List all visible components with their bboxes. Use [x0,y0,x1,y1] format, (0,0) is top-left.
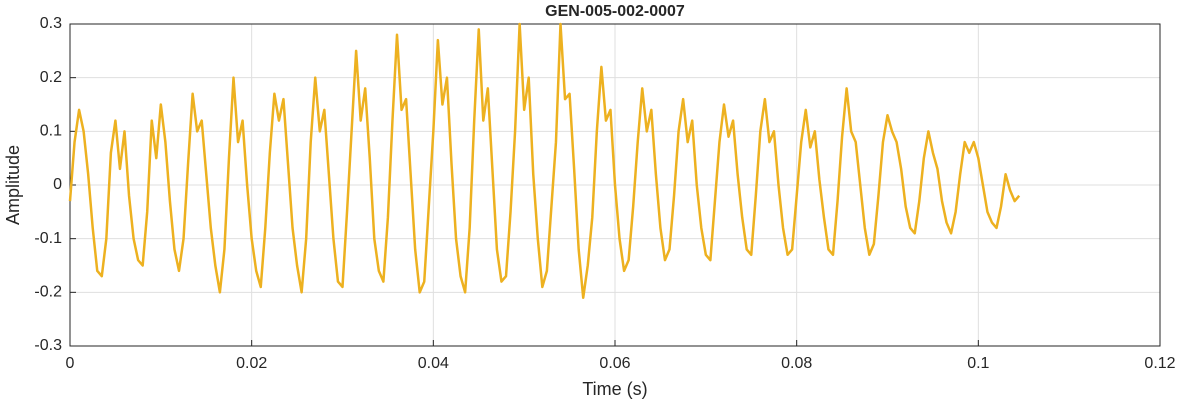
y-tick-label: 0.1 [40,123,62,140]
x-tick-label: 0.1 [967,355,989,372]
y-tick-label: -0.2 [34,284,62,301]
x-tick-label: 0.06 [599,355,630,372]
y-tick-label: 0.3 [40,15,62,32]
y-tick-label: -0.1 [34,230,62,247]
x-tick-label: 0.12 [1144,355,1175,372]
x-tick-label: 0.04 [418,355,449,372]
y-tick-label: 0.2 [40,69,62,86]
line-series [68,22,1021,299]
x-tick-label: 0 [66,355,75,372]
y-tick-label: 0 [53,176,62,193]
x-tick-label: 0.02 [236,355,267,372]
x-axis-label: Time (s) [582,379,647,399]
x-tick-label: 0.08 [781,355,812,372]
y-axis-label: Amplitude [3,145,23,225]
y-tick-label: -0.3 [34,337,62,354]
chart-title: GEN-005-002-0007 [545,3,685,20]
